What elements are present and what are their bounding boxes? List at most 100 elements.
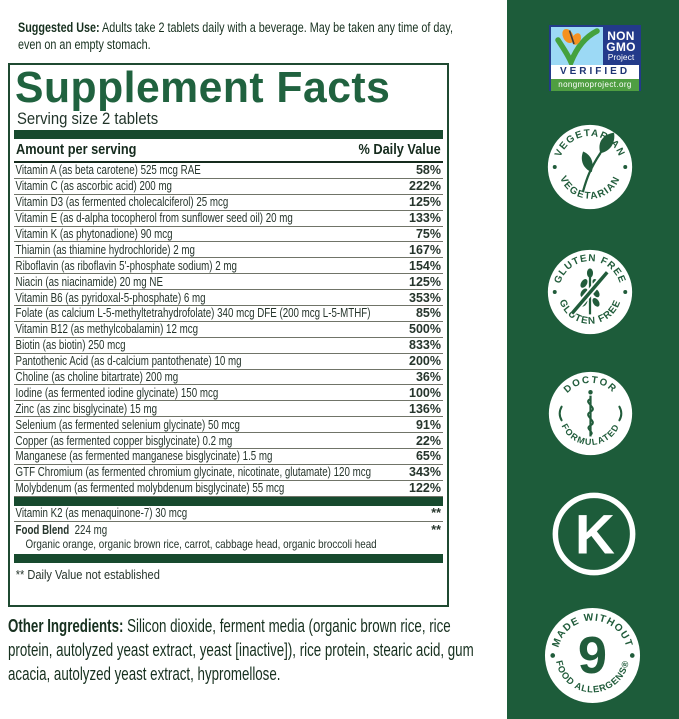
table-row: Zinc (as zinc bisglycinate) 15 mg 136% bbox=[14, 401, 443, 418]
table-row: Molybdenum (as fermented molybdenum bisg… bbox=[14, 481, 443, 497]
nutrient-dv: 75% bbox=[415, 227, 441, 241]
supplement-facts-panel: Supplement Facts Serving size 2 tablets … bbox=[8, 63, 449, 607]
table-row: Selenium (as fermented selenium glycinat… bbox=[14, 417, 443, 434]
nutrient-name: Niacin (as niacinamide) 20 mg NE bbox=[15, 274, 163, 289]
nutrient-name: Manganese (as fermented manganese bisgly… bbox=[15, 449, 273, 464]
divider-bar bbox=[14, 496, 443, 506]
no-dv-section: Vitamin K2 (as menaquinone-7) 30 mcg ** … bbox=[14, 506, 443, 553]
table-row: Pantothenic Acid (as d-calcium pantothen… bbox=[14, 354, 443, 370]
nutrient-dv: 65% bbox=[415, 449, 441, 464]
nutrient-name: Thiamin (as thiamine hydrochloride) 2 mg bbox=[15, 242, 195, 257]
nutrient-name: Vitamin E (as d-alpha tocopherol from su… bbox=[15, 211, 293, 226]
table-row: Vitamin K (as phytonadione) 90 mcg 75% bbox=[14, 227, 443, 243]
nutrient-name: Folate (as calcium L-5-methyltetrahydrof… bbox=[15, 306, 371, 321]
nutrient-dv: 343% bbox=[409, 465, 441, 480]
table-row: GTF Chromium (as fermented chromium glyc… bbox=[14, 465, 443, 481]
nutrient-name: Selenium (as fermented selenium glycinat… bbox=[15, 417, 240, 432]
suggested-use-text: Suggested Use: Adults take 2 tablets dai… bbox=[18, 19, 476, 53]
nutrient-name: Copper (as fermented copper bisglycinate… bbox=[15, 433, 233, 448]
nutrient-dv: 58% bbox=[415, 163, 441, 178]
dv-footnote: ** Daily Value not established bbox=[15, 567, 160, 583]
table-row: Food Blend 224 mg ** bbox=[14, 522, 443, 538]
table-row: Vitamin C (as ascorbic acid) 200 mg 222% bbox=[14, 179, 443, 195]
non-gmo-line3: Project bbox=[607, 51, 635, 62]
table-row: Choline (as choline bitartrate) 200 mg 36… bbox=[14, 370, 443, 386]
nutrient-name: Choline (as choline bitartrate) 200 mg bbox=[15, 370, 179, 385]
nutrient-dv: 222% bbox=[409, 179, 441, 194]
doctor-formulated-badge: DOCTOR FORMULATED bbox=[548, 371, 633, 456]
food-blend-label: Food Blend bbox=[15, 522, 70, 537]
nutrient-name: Biotin (as biotin) 250 mcg bbox=[15, 338, 126, 353]
asclepius-icon bbox=[587, 390, 594, 437]
nutrient-dv: ** bbox=[431, 506, 441, 521]
divider-bar bbox=[14, 130, 443, 139]
other-ingredients-label: Other Ingredients: bbox=[8, 615, 124, 636]
table-row: Niacin (as niacinamide) 20 mg NE 125% bbox=[14, 274, 443, 291]
table-row: Vitamin A (as beta carotene) 525 mcg RAE… bbox=[14, 163, 443, 179]
nutrient-name: Food Blend 224 mg bbox=[14, 523, 308, 537]
non-gmo-badge: NON GMO Project VERIFIED nongmoproject.o… bbox=[549, 25, 641, 91]
suggested-use-body: Adults take 2 tablets daily with a bever… bbox=[18, 20, 454, 52]
allergen-free-badge: MADE WITHOUT FOOD ALLERGENS® 9 bbox=[544, 607, 641, 704]
kosher-k: K bbox=[575, 503, 615, 565]
nutrient-name: GTF Chromium (as fermented chromium glyc… bbox=[15, 465, 372, 480]
table-header: Amount per serving % Daily Value bbox=[14, 139, 443, 163]
table-row: Vitamin K2 (as menaquinone-7) 30 mcg ** bbox=[14, 506, 443, 522]
nutrient-dv: ** bbox=[431, 522, 441, 537]
nutrient-dv: 136% bbox=[409, 401, 441, 416]
nutrient-name: Vitamin C (as ascorbic acid) 200 mg bbox=[15, 179, 172, 194]
table-row: Vitamin E (as d-alpha tocopherol from su… bbox=[14, 211, 443, 227]
nutrient-name: Zinc (as zinc bisglycinate) 15 mg bbox=[15, 401, 157, 416]
nutrient-name: Vitamin B6 (as pyridoxal-5-phosphate) 6 … bbox=[15, 290, 206, 305]
nutrient-dv: 122% bbox=[409, 481, 441, 496]
vegetarian-badge: VEGETARIAN VEGETARIAN bbox=[547, 124, 633, 210]
nutrient-name: Vitamin K2 (as menaquinone-7) 30 mcg bbox=[15, 506, 188, 521]
gluten-free-badge: GLUTEN FREE GLUTEN FREE bbox=[547, 249, 633, 335]
butterfly-icon bbox=[551, 27, 603, 65]
nutrient-name: Molybdenum (as fermented molybdenum bisg… bbox=[15, 481, 285, 496]
column-header-amount: Amount per serving bbox=[16, 141, 137, 158]
nutrient-dv: 833% bbox=[409, 338, 441, 353]
non-gmo-artwork: NON GMO Project bbox=[551, 27, 639, 65]
nutrient-name: Riboflavin (as riboflavin 5'-phosphate s… bbox=[15, 258, 237, 273]
certification-sidebar: NON GMO Project VERIFIED nongmoproject.o… bbox=[507, 0, 679, 719]
non-gmo-line1: NON bbox=[607, 28, 635, 43]
nutrient-dv: 36% bbox=[415, 370, 441, 385]
divider-bar bbox=[14, 554, 443, 564]
nutrient-name: Vitamin B12 (as methylcobalamin) 12 mcg bbox=[15, 322, 199, 337]
nutrient-dv: 85% bbox=[415, 306, 441, 321]
nutrient-name: Vitamin K (as phytonadione) 90 mcg bbox=[15, 227, 173, 241]
table-row: Manganese (as fermented manganese bisgly… bbox=[14, 449, 443, 465]
nutrient-dv: 91% bbox=[415, 417, 441, 432]
table-row: Biotin (as biotin) 250 mcg 833% bbox=[14, 338, 443, 354]
table-row: Vitamin D3 (as fermented cholecalciferol… bbox=[14, 195, 443, 211]
table-row: Thiamin (as thiamine hydrochloride) 2 mg… bbox=[14, 242, 443, 259]
nutrient-dv: 353% bbox=[409, 290, 441, 305]
table-row: Vitamin B12 (as methylcobalamin) 12 mcg 5… bbox=[14, 322, 443, 338]
serving-size: Serving size 2 tablets bbox=[17, 110, 159, 128]
table-row: Folate (as calcium L-5-methyltetrahydrof… bbox=[14, 306, 443, 322]
nutrient-dv: 125% bbox=[409, 274, 441, 289]
table-row: Vitamin B6 (as pyridoxal-5-phosphate) 6 … bbox=[14, 290, 443, 307]
nutrient-dv: 500% bbox=[409, 322, 441, 337]
panel-title: Supplement Facts bbox=[15, 63, 391, 112]
food-blend-ingredients: Organic orange, organic brown rice, carr… bbox=[25, 537, 377, 552]
kosher-badge: K bbox=[552, 492, 636, 576]
nine-numeral: 9 bbox=[578, 627, 607, 685]
nutrient-name: Pantothenic Acid (as d-calcium pantothen… bbox=[15, 354, 242, 369]
column-header-dv: % Daily Value bbox=[358, 141, 441, 158]
nutrient-dv: 167% bbox=[409, 242, 441, 257]
nutrient-dv: 22% bbox=[415, 433, 441, 448]
food-blend-amount: 224 mg bbox=[74, 522, 108, 537]
nutrient-name: Vitamin D3 (as fermented cholecalciferol… bbox=[15, 195, 229, 210]
table-row: Iodine (as fermented iodine glycinate) 1… bbox=[14, 385, 443, 402]
table-row: Copper (as fermented copper bisglycinate… bbox=[14, 433, 443, 450]
nutrient-name: Vitamin A (as beta carotene) 525 mcg RAE bbox=[15, 163, 201, 178]
nutrient-name: Iodine (as fermented iodine glycinate) 1… bbox=[15, 385, 219, 400]
non-gmo-wordmark: NON GMO Project bbox=[603, 27, 639, 65]
non-gmo-url: nongmoproject.org bbox=[551, 79, 639, 91]
nutrient-table-body: Vitamin A (as beta carotene) 525 mcg RAE… bbox=[14, 163, 443, 497]
nutrient-dv: 133% bbox=[409, 211, 441, 226]
nutrient-dv: 200% bbox=[409, 354, 441, 369]
